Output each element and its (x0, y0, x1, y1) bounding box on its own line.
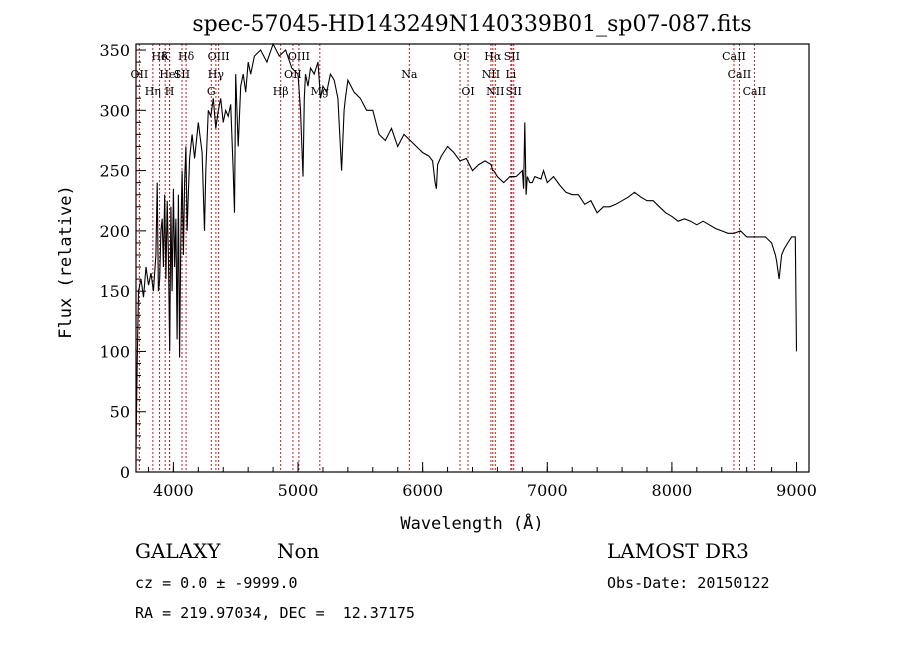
spectral-line-label: K (161, 50, 170, 63)
spectral-line-label: G (207, 85, 216, 98)
object-class: GALAXY (135, 539, 221, 563)
spectral-line-label: Na (401, 68, 418, 81)
x-tick-label: 8000 (652, 481, 693, 500)
y-tick-label: 50 (110, 403, 130, 422)
spectral-line-label: Hη (145, 85, 161, 98)
spectral-line-label: Hδ (178, 50, 195, 63)
spectral-line-label: OIII (288, 50, 310, 63)
spectral-line-label: Hγ (208, 68, 225, 81)
x-axis-label: Wavelength (Å) (400, 512, 543, 534)
spectral-line-label: NII (486, 85, 504, 98)
y-tick-label: 200 (99, 222, 130, 241)
x-tick-label: 6000 (402, 481, 443, 500)
y-axis-ticks: 0 50 100 150 200 250 300 350 (99, 41, 146, 482)
ra-dec: RA = 219.97034, DEC = 12.37175 (135, 604, 415, 622)
spectral-line-label: OIII (208, 50, 230, 63)
spectral-line-label: H (165, 85, 175, 98)
object-subclass: Non (277, 539, 320, 563)
x-tick-label: 7000 (527, 481, 568, 500)
spectral-line-label: CaII (722, 50, 746, 63)
spectral-line-label: CaII (728, 68, 752, 81)
spectral-line-label: SII (174, 68, 190, 81)
x-tick-label: 5000 (278, 481, 319, 500)
x-axis-ticks: 4000 5000 6000 7000 8000 9000 (147, 462, 817, 500)
spectral-line-label: OI (461, 85, 474, 98)
obs-date: Obs-Date: 20150122 (607, 574, 770, 592)
spectral-line-label: OI (453, 50, 466, 63)
spectral-line-label: Hα (484, 50, 502, 63)
chart-title: spec-57045-HD143249N140339B01_sp07-087.f… (192, 12, 751, 37)
y-tick-label: 350 (99, 41, 130, 60)
spectral-line-label: Hδ (151, 50, 168, 63)
spectral-line-label: NII (482, 68, 500, 81)
y-tick-label: 0 (120, 463, 130, 482)
redshift-info: cz = 0.0 ± -9999.0 (135, 574, 298, 592)
spectral-line-label: CaII (743, 85, 767, 98)
y-axis-label: Flux (relative) (56, 185, 76, 339)
spectral-line-label: SII (506, 85, 522, 98)
spectral-line-label: SII (504, 50, 520, 63)
spectral-line-label: OII (284, 68, 302, 81)
y-tick-label: 300 (99, 101, 130, 120)
y-tick-label: 150 (99, 282, 130, 301)
x-tick-label: 9000 (776, 481, 817, 500)
spectrum-line (135, 42, 798, 448)
survey-name: LAMOST DR3 (607, 539, 749, 563)
y-tick-label: 250 (99, 162, 130, 181)
x-tick-label: 4000 (153, 481, 194, 500)
y-tick-label: 100 (99, 342, 130, 361)
spectral-line-label: Li (505, 68, 516, 81)
spectral-line-label: HeI (159, 68, 179, 81)
spectral-line-markers (138, 44, 755, 472)
spectral-line-label: Hβ (273, 85, 289, 98)
